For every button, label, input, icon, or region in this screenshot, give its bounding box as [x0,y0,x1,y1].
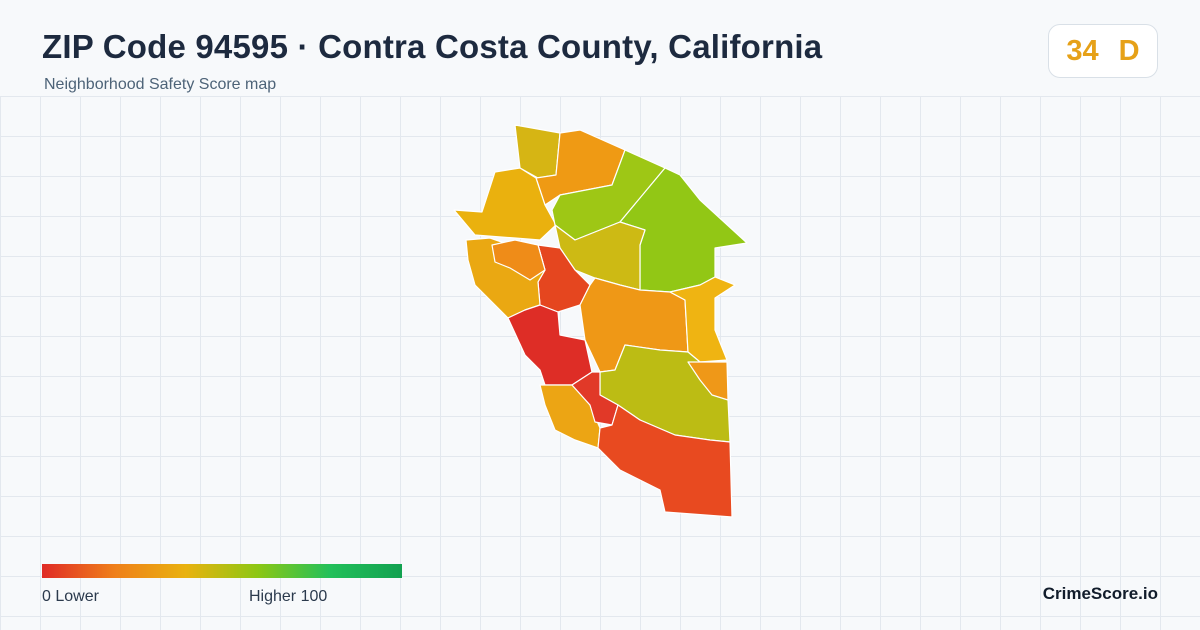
legend-min-label: 0 Lower [42,588,99,605]
score-value: 34 [1066,34,1099,67]
map-region-east-mid[interactable] [669,276,736,363]
map-region-southwest-core[interactable] [507,304,593,386]
score-badge: 34 D [1048,24,1158,78]
map-region-small-east[interactable] [687,361,729,401]
page-subtitle: Neighborhood Safety Score map [44,76,277,93]
brand-logo-text: CrimeScore.io [1042,584,1158,603]
page-title: ZIP Code 94595 · Contra Costa County, Ca… [42,28,823,65]
map-region-south-large[interactable] [597,404,733,518]
map-region-west-upper[interactable] [453,167,557,241]
score-grade: D [1118,34,1140,67]
legend-max-label: Higher 100 [249,588,328,605]
map-region-west-inner[interactable] [491,239,546,281]
legend-color-bar [42,564,402,578]
